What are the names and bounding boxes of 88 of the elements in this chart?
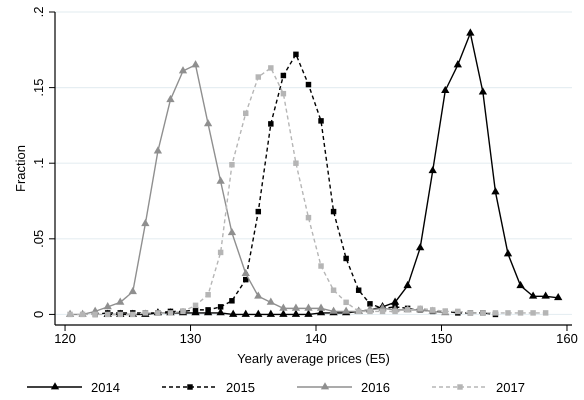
y-tick-label: .05 xyxy=(31,230,46,248)
point xyxy=(330,287,336,293)
point xyxy=(280,90,286,96)
x-axis-title: Yearly average prices (E5) xyxy=(237,351,390,366)
legend-label: 2017 xyxy=(496,380,525,395)
point xyxy=(218,304,224,310)
point xyxy=(243,276,248,282)
point xyxy=(306,214,312,220)
point xyxy=(254,291,262,299)
point xyxy=(392,308,398,314)
legend-label: 2015 xyxy=(226,380,255,395)
point xyxy=(243,110,248,116)
point xyxy=(293,160,299,166)
y-axis-title: Fraction xyxy=(13,145,28,192)
point xyxy=(367,301,373,307)
point xyxy=(242,268,250,276)
point xyxy=(205,292,211,298)
point xyxy=(466,28,475,36)
point xyxy=(116,298,124,305)
point xyxy=(279,304,288,311)
point xyxy=(330,208,336,214)
point xyxy=(128,286,137,294)
x-tick-label: 160 xyxy=(556,331,578,346)
point xyxy=(178,66,188,74)
legend-label: 2014 xyxy=(91,380,120,395)
x-tick-label: 130 xyxy=(180,331,202,346)
point xyxy=(268,121,274,127)
x-tick-label: 150 xyxy=(430,331,452,346)
point xyxy=(104,302,112,310)
point xyxy=(416,243,424,250)
point xyxy=(403,280,412,288)
point xyxy=(216,176,225,184)
point xyxy=(229,298,235,304)
point xyxy=(292,310,300,317)
point xyxy=(343,256,349,262)
point xyxy=(304,310,313,317)
point xyxy=(229,162,235,168)
point xyxy=(292,304,300,311)
point xyxy=(229,310,238,317)
point xyxy=(542,310,548,316)
point xyxy=(256,74,262,80)
y-tick-label: .1 xyxy=(31,158,46,169)
point xyxy=(242,310,250,317)
point xyxy=(218,250,224,256)
point xyxy=(191,60,200,68)
point xyxy=(504,249,512,256)
point xyxy=(141,218,150,226)
point xyxy=(228,228,236,236)
point xyxy=(256,208,262,214)
point xyxy=(530,310,536,316)
point xyxy=(316,304,326,311)
point xyxy=(268,65,274,71)
point xyxy=(528,291,538,299)
point xyxy=(166,94,175,102)
point xyxy=(505,310,511,316)
y-tick-label: .15 xyxy=(31,78,46,97)
point xyxy=(304,304,313,311)
point xyxy=(367,308,373,314)
point xyxy=(254,310,262,317)
point xyxy=(154,146,162,154)
point xyxy=(293,52,299,58)
point xyxy=(441,86,450,94)
x-tick-label: 120 xyxy=(54,331,76,346)
x-tick-label: 140 xyxy=(305,331,327,346)
point xyxy=(205,307,211,313)
point xyxy=(380,308,386,314)
point xyxy=(266,298,275,305)
point xyxy=(428,166,437,174)
y-tick-label: 0 xyxy=(31,310,46,318)
point xyxy=(280,72,286,78)
point xyxy=(491,187,500,194)
point xyxy=(478,87,488,95)
point xyxy=(554,292,562,300)
point xyxy=(516,280,525,288)
point xyxy=(279,310,288,317)
point xyxy=(343,300,349,306)
point xyxy=(518,310,524,316)
point xyxy=(204,119,212,126)
point xyxy=(192,302,198,308)
point xyxy=(306,82,312,88)
point xyxy=(266,310,275,317)
point xyxy=(541,291,550,299)
point xyxy=(318,263,324,269)
point xyxy=(356,287,362,293)
y-tick-label: .2 xyxy=(31,6,46,18)
point xyxy=(318,118,324,124)
point xyxy=(454,60,462,68)
legend-label: 2016 xyxy=(361,380,390,395)
